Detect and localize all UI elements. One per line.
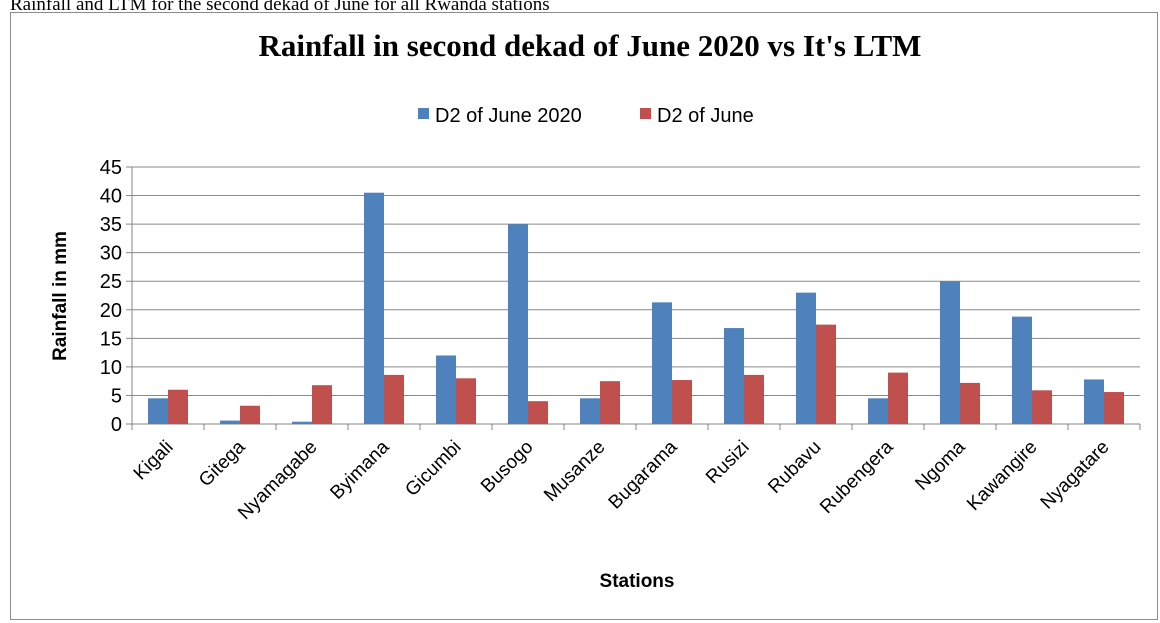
x-tick-label: Ngoma [911,436,969,494]
bar-d2-june-rubavu [816,324,836,424]
legend-label: D2 of June [657,105,754,127]
y-tick-labels: 0 5 10 15 20 25 30 35 40 45 [100,157,122,436]
bar-d2-june-2020-ngoma [940,281,960,424]
bar-d2-june-nyagatare [1104,392,1124,424]
bar-d2-june-nyamagabe [312,385,332,424]
x-tick-label: Bugarama [605,436,682,513]
y-tick-label: 30 [100,243,122,265]
page-top-text: Rainfall and LTM for the second dekad of… [10,0,550,15]
bar-d2-june-2020-rubengera [868,398,888,424]
legend-label: D2 of June 2020 [435,105,582,127]
bar-d2-june-rusizi [744,374,764,424]
bar-d2-june-bugarama [672,380,692,424]
bar-d2-june-ngoma [960,382,980,424]
bar-d2-june-byimana [384,374,404,424]
y-tick-label: 0 [111,414,122,436]
legend: D2 of June 2020 D2 of June [418,105,754,127]
y-tick-label: 45 [100,157,122,179]
y-tick-label: 40 [100,186,122,208]
bar-d2-june-2020-gitega [220,420,240,424]
bar-d2-june-2020-gicumbi [436,355,456,424]
x-tick-label: Kawangire [963,437,1041,515]
bar-d2-june-musanze [600,381,620,424]
bar-d2-june-2020-byimana [364,192,384,424]
x-tick-label: Rusizi [702,437,753,488]
bar-d2-june-gicumbi [456,378,476,424]
bar-d2-june-2020-busogo [508,224,528,424]
y-tick-label: 25 [100,271,122,293]
bar-d2-june-kawangire [1032,390,1052,424]
bar-d2-june-2020-kigali [148,398,168,424]
bar-d2-june-2020-rubavu [796,292,816,424]
bar-d2-june-2020-musanze [580,398,600,424]
gridlines [126,166,1141,430]
x-tick-label: Rubengera [816,436,898,518]
y-tick-label: 35 [100,214,122,236]
chart-title: Rainfall in second dekad of June 2020 vs… [258,28,922,63]
y-tick-label: 15 [100,328,122,350]
bar-d2-june-2020-bugarama [652,302,672,424]
x-tick-label: Busogo [477,437,537,497]
bar-d2-june-2020-kawangire [1012,316,1032,424]
legend-swatch [418,108,429,119]
x-axis-label: Stations [600,571,675,592]
bar-d2-june-2020-nyamagabe [292,421,312,424]
y-tick-label: 5 [111,385,122,407]
legend-swatch [640,108,651,119]
bar-d2-june-busogo [528,401,548,424]
bars [148,192,1124,424]
x-tick-label: Nyagatare [1037,437,1114,514]
x-tick-label: Musanze [540,437,609,506]
bar-d2-june-gitega [240,405,260,424]
y-tick-label: 20 [100,300,122,322]
x-tick-label: Byimana [326,436,393,503]
y-tick-label: 10 [100,357,122,379]
bar-d2-june-rubengera [888,372,908,424]
y-axis-label: Rainfall in mm [50,231,71,361]
x-tick-label: Rubavu [764,437,825,498]
chart-frame [10,12,1158,620]
bar-d2-june-2020-rusizi [724,328,744,424]
x-tick-label: Gitega [195,436,250,491]
bar-d2-june-kigali [168,389,188,424]
bar-d2-june-2020-nyagatare [1084,379,1104,424]
x-tick-label: Kigali [130,437,178,485]
x-tick-label: Gicumbi [401,437,465,501]
